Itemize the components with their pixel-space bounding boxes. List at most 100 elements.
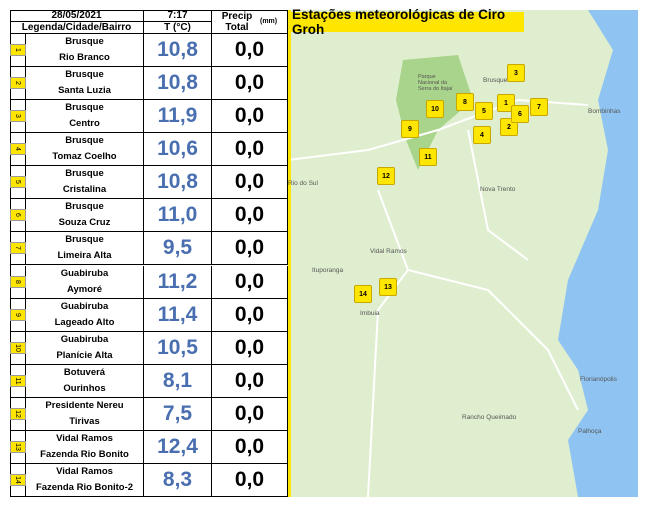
number-badge: 14	[9, 473, 26, 486]
city: Brusque	[65, 234, 104, 246]
bairro: Fazenda Rio Bonito	[40, 448, 129, 460]
precip-header: Precip Total (mm)	[212, 10, 288, 34]
row-number: 14	[9, 463, 26, 497]
precipitation: 0,0	[212, 265, 288, 299]
map-title: Estações meteorológicas de Ciro Groh	[290, 7, 524, 37]
temperature: 8,3	[144, 463, 212, 497]
temperature: 10,6	[144, 133, 212, 167]
place-label: Brusque	[483, 77, 508, 84]
station-marker: 11	[419, 148, 437, 166]
precip-title: Precip Total	[221, 10, 253, 33]
row-location: Brusque Centro	[26, 100, 144, 134]
row-location: Brusque Souza Cruz	[26, 199, 144, 233]
bairro: Rio Branco	[59, 52, 110, 64]
bairro: Tirivas	[69, 415, 100, 427]
bairro: Tomaz Coelho	[52, 151, 117, 163]
row-number: 9	[9, 298, 26, 332]
station-marker: 4	[473, 126, 491, 144]
number-badge: 5	[9, 176, 26, 189]
temperature: 9,5	[144, 232, 212, 266]
station-marker: 1	[497, 94, 515, 112]
place-label: Ituporanga	[312, 267, 344, 274]
row-location: Guabiruba Planície Alta	[26, 331, 144, 365]
bairro: Fazenda Rio Bonito-2	[35, 481, 134, 493]
bairro: Centro	[69, 118, 100, 130]
place-label: Nova Trento	[480, 186, 516, 193]
city: Vidal Ramos	[56, 465, 113, 477]
temperature: 11,9	[144, 100, 212, 134]
precipitation: 0,0	[212, 199, 288, 233]
city: Brusque	[65, 168, 104, 180]
station-marker: 10	[426, 100, 444, 118]
bairro: Lageado Alto	[54, 316, 115, 328]
precipitation: 0,0	[212, 430, 288, 464]
number-badge: 9	[9, 308, 26, 321]
place-label: Imbuia	[360, 310, 380, 317]
ocean	[558, 10, 638, 497]
row-number: 6	[9, 199, 26, 233]
row-location: Brusque Limeira Alta	[26, 232, 144, 266]
number-badge: 6	[9, 209, 26, 222]
precipitation: 0,0	[212, 463, 288, 497]
station-marker: 7	[530, 98, 548, 116]
bairro: Cristalina	[62, 184, 107, 196]
precipitation: 0,0	[212, 232, 288, 266]
station-marker: 5	[475, 102, 493, 120]
city: Guabiruba	[60, 267, 109, 279]
col-temp: T (°C)	[144, 22, 212, 34]
city: Brusque	[65, 102, 104, 114]
station-marker: 6	[511, 105, 529, 123]
row-number: 11	[9, 364, 26, 398]
row-location: Vidal Ramos Fazenda Rio Bonito	[26, 430, 144, 464]
row-location: Vidal Ramos Fazenda Rio Bonito-2	[26, 463, 144, 497]
temperature: 11,2	[144, 265, 212, 299]
precipitation: 0,0	[212, 100, 288, 134]
temperature: 11,4	[144, 298, 212, 332]
precip-unit: (mm)	[260, 18, 278, 25]
bairro: Aymoré	[66, 283, 103, 295]
number-badge: 2	[9, 77, 26, 90]
row-number: 4	[9, 133, 26, 167]
place-label: Parque Nacional da Serra do Itajaí	[418, 74, 453, 92]
temperature: 10,8	[144, 34, 212, 68]
bairro: Limeira Alta	[57, 250, 112, 262]
row-number: 10	[9, 331, 26, 365]
row-location: Brusque Santa Luzia	[26, 67, 144, 101]
row-location: Brusque Cristalina	[26, 166, 144, 200]
number-badge: 10	[9, 341, 26, 354]
number-badge: 1	[9, 44, 26, 57]
place-label: Florianópolis	[580, 376, 617, 383]
row-number: 8	[9, 265, 26, 299]
row-location: Guabiruba Aymoré	[26, 265, 144, 299]
city: Guabiruba	[60, 333, 109, 345]
number-badge: 4	[9, 143, 26, 156]
col-name: Legenda/Cidade/Bairro	[10, 22, 144, 34]
precipitation: 0,0	[212, 166, 288, 200]
city: Botuverá	[63, 366, 106, 378]
row-location: Presidente Nereu Tirivas	[26, 397, 144, 431]
precipitation: 0,0	[212, 298, 288, 332]
row-location: Botuverá Ourinhos	[26, 364, 144, 398]
number-badge: 11	[9, 374, 26, 387]
map	[288, 10, 638, 497]
number-badge: 8	[9, 275, 26, 288]
temperature: 12,4	[144, 430, 212, 464]
time: 7:17	[144, 10, 212, 22]
city: Guabiruba	[60, 300, 109, 312]
bairro: Santa Luzia	[58, 85, 111, 97]
temperature: 10,5	[144, 331, 212, 365]
number-badge: 13	[9, 440, 26, 453]
temperature: 7,5	[144, 397, 212, 431]
precipitation: 0,0	[212, 67, 288, 101]
city: Presidente Nereu	[45, 399, 124, 411]
city: Brusque	[65, 69, 104, 81]
row-number: 3	[9, 100, 26, 134]
bairro: Planície Alta	[56, 349, 113, 361]
city: Brusque	[65, 36, 104, 48]
temperature: 11,0	[144, 199, 212, 233]
number-badge: 12	[9, 407, 26, 420]
row-number: 5	[9, 166, 26, 200]
place-label: Bombinhas	[588, 108, 621, 115]
temperature: 8,1	[144, 364, 212, 398]
